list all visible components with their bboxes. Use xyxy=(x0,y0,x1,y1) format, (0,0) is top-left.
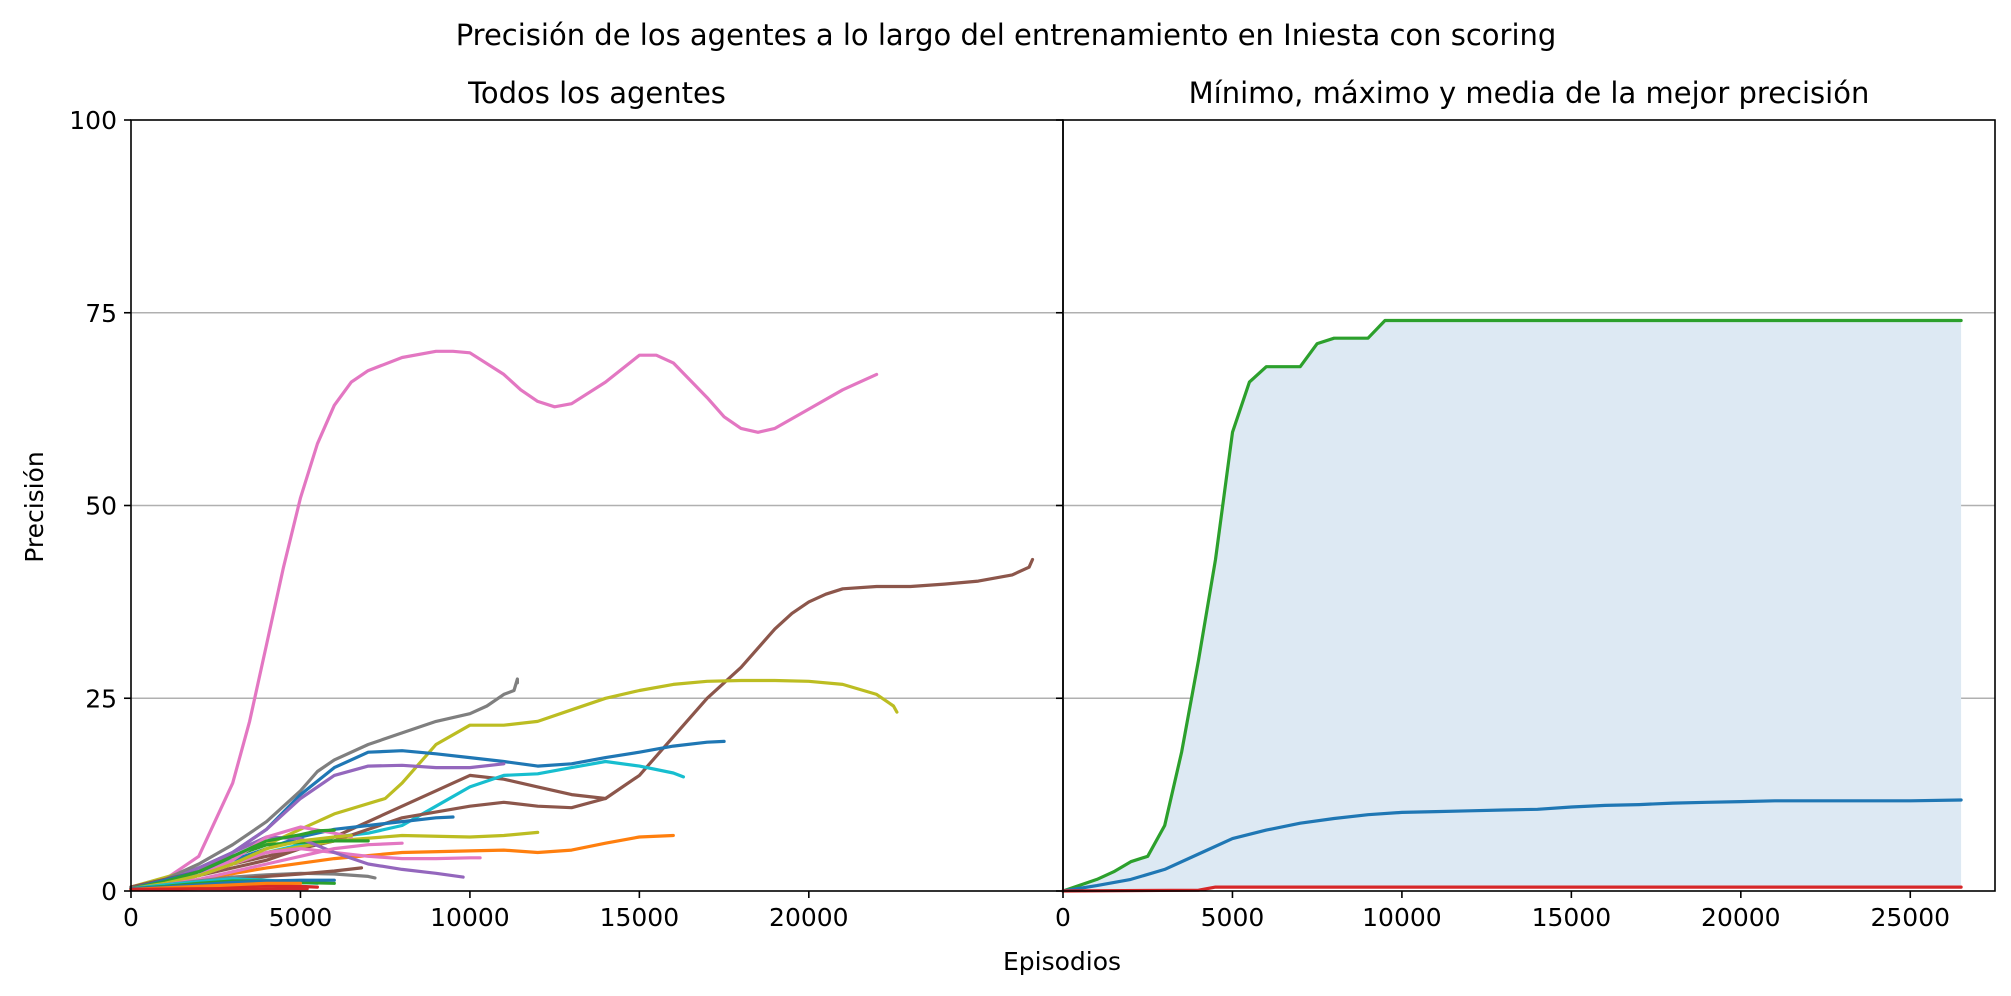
left-x-ticks: 0 5000 10000 15000 20000 xyxy=(123,891,849,932)
x-tick-label: 15000 xyxy=(600,903,680,932)
series-line-2 xyxy=(129,557,1035,889)
right-y-ticks xyxy=(1056,119,1063,892)
figure-suptitle: Precisión de los agentes a lo largo del … xyxy=(456,18,1557,52)
right-panel: 0 5000 10000 15000 20000 25000 Mínimo, máximo… xyxy=(1055,76,1996,932)
series-line-7 xyxy=(129,762,506,889)
series-line-1 xyxy=(129,349,879,889)
y-tick-label: 0 xyxy=(101,877,117,906)
x-tick-label: 10000 xyxy=(430,903,510,932)
x-tick-label: 0 xyxy=(123,903,139,932)
left-panel-title: Todos los agentes xyxy=(467,76,726,110)
left-panel: 0 5000 10000 15000 20000 0 25 50 75 100 Todos lo… xyxy=(69,76,1064,932)
x-tick-label: 5000 xyxy=(269,903,333,932)
y-axis-label: Precisión xyxy=(20,451,49,563)
x-tick-label: 20000 xyxy=(1701,903,1781,932)
left-lines xyxy=(129,349,1035,892)
right-panel-title: Mínimo, máximo y media de la mejor preci… xyxy=(1189,76,1870,110)
y-tick-label: 50 xyxy=(85,492,117,521)
left-grid xyxy=(131,311,1063,700)
right-fills xyxy=(1063,320,1962,891)
x-tick-label: 25000 xyxy=(1871,903,1951,932)
series-line-4 xyxy=(129,677,520,889)
x-tick-label: 15000 xyxy=(1532,903,1612,932)
y-tick-label: 100 xyxy=(69,106,117,135)
series-line-3 xyxy=(129,678,899,889)
series-line-max xyxy=(1061,318,1963,893)
x-tick-label: 0 xyxy=(1055,903,1071,932)
right-x-ticks: 0 5000 10000 15000 20000 25000 xyxy=(1055,891,1950,932)
series-line-16 xyxy=(129,828,336,891)
series-line-mean xyxy=(1061,798,1963,893)
x-tick-label: 20000 xyxy=(769,903,849,932)
series-line-17 xyxy=(129,833,353,891)
fill-between-band xyxy=(1063,320,1962,891)
y-tick-label: 75 xyxy=(85,299,117,328)
x-tick-label: 10000 xyxy=(1362,903,1442,932)
left-y-ticks: 0 25 50 75 100 xyxy=(69,106,131,906)
y-tick-label: 25 xyxy=(85,684,117,713)
x-tick-label: 5000 xyxy=(1201,903,1265,932)
series-line-26 xyxy=(129,887,309,892)
x-axis-label: Episodios xyxy=(1003,947,1121,976)
